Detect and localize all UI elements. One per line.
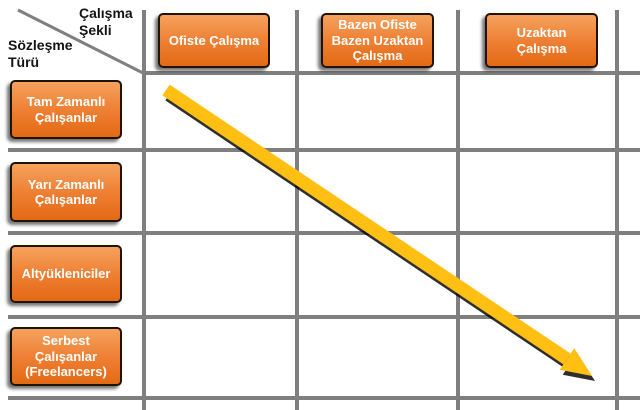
grid-vline-1	[142, 10, 146, 410]
row-header-label: Yarı Zamanlı Çalışanlar	[27, 176, 105, 208]
grid-hline-4	[8, 315, 640, 319]
column-header-uzaktan-calisma: Uzaktan Çalışma	[485, 13, 598, 68]
column-header-label: Bazen Ofiste Bazen Uzaktan Çalışma	[331, 17, 424, 64]
column-header-ofiste-calisma: Ofiste Çalışma	[158, 13, 270, 68]
grid-hline-3	[8, 231, 640, 235]
row-header-label: Serbest Çalışanlar (Freelancers)	[25, 333, 107, 380]
row-header-label: Altyükleniciler	[21, 266, 111, 282]
column-axis-label: Çalışma Şekli	[79, 5, 133, 38]
column-header-label: Ofiste Çalışma	[168, 32, 260, 48]
column-header-label: Uzaktan Çalışma	[516, 25, 567, 56]
row-header-yari-zamanli: Yarı Zamanlı Çalışanlar	[10, 162, 122, 222]
column-header-bazen-ofiste-bazen-uzaktan: Bazen Ofiste Bazen Uzaktan Çalışma	[321, 13, 434, 68]
row-header-altyukleniciler: Altyükleniciler	[10, 245, 122, 303]
row-header-serbest-calisanlar: Serbest Çalışanlar (Freelancers)	[10, 327, 122, 386]
trend-arrow	[162, 84, 592, 376]
row-header-tam-zamanli: Tam Zamanlı Çalışanlar	[10, 80, 122, 139]
grid-hline-1	[143, 71, 640, 75]
grid-hline-5	[8, 396, 640, 400]
grid-hline-2	[8, 148, 640, 152]
row-header-label: Tam Zamanlı Çalışanlar	[26, 94, 106, 125]
grid-vline-3	[456, 10, 460, 410]
grid-vline-4	[615, 10, 619, 410]
grid-vline-2	[295, 10, 299, 410]
row-axis-label: Sözleşme Türü	[8, 37, 73, 70]
corner-diagonal-line	[17, 8, 146, 76]
